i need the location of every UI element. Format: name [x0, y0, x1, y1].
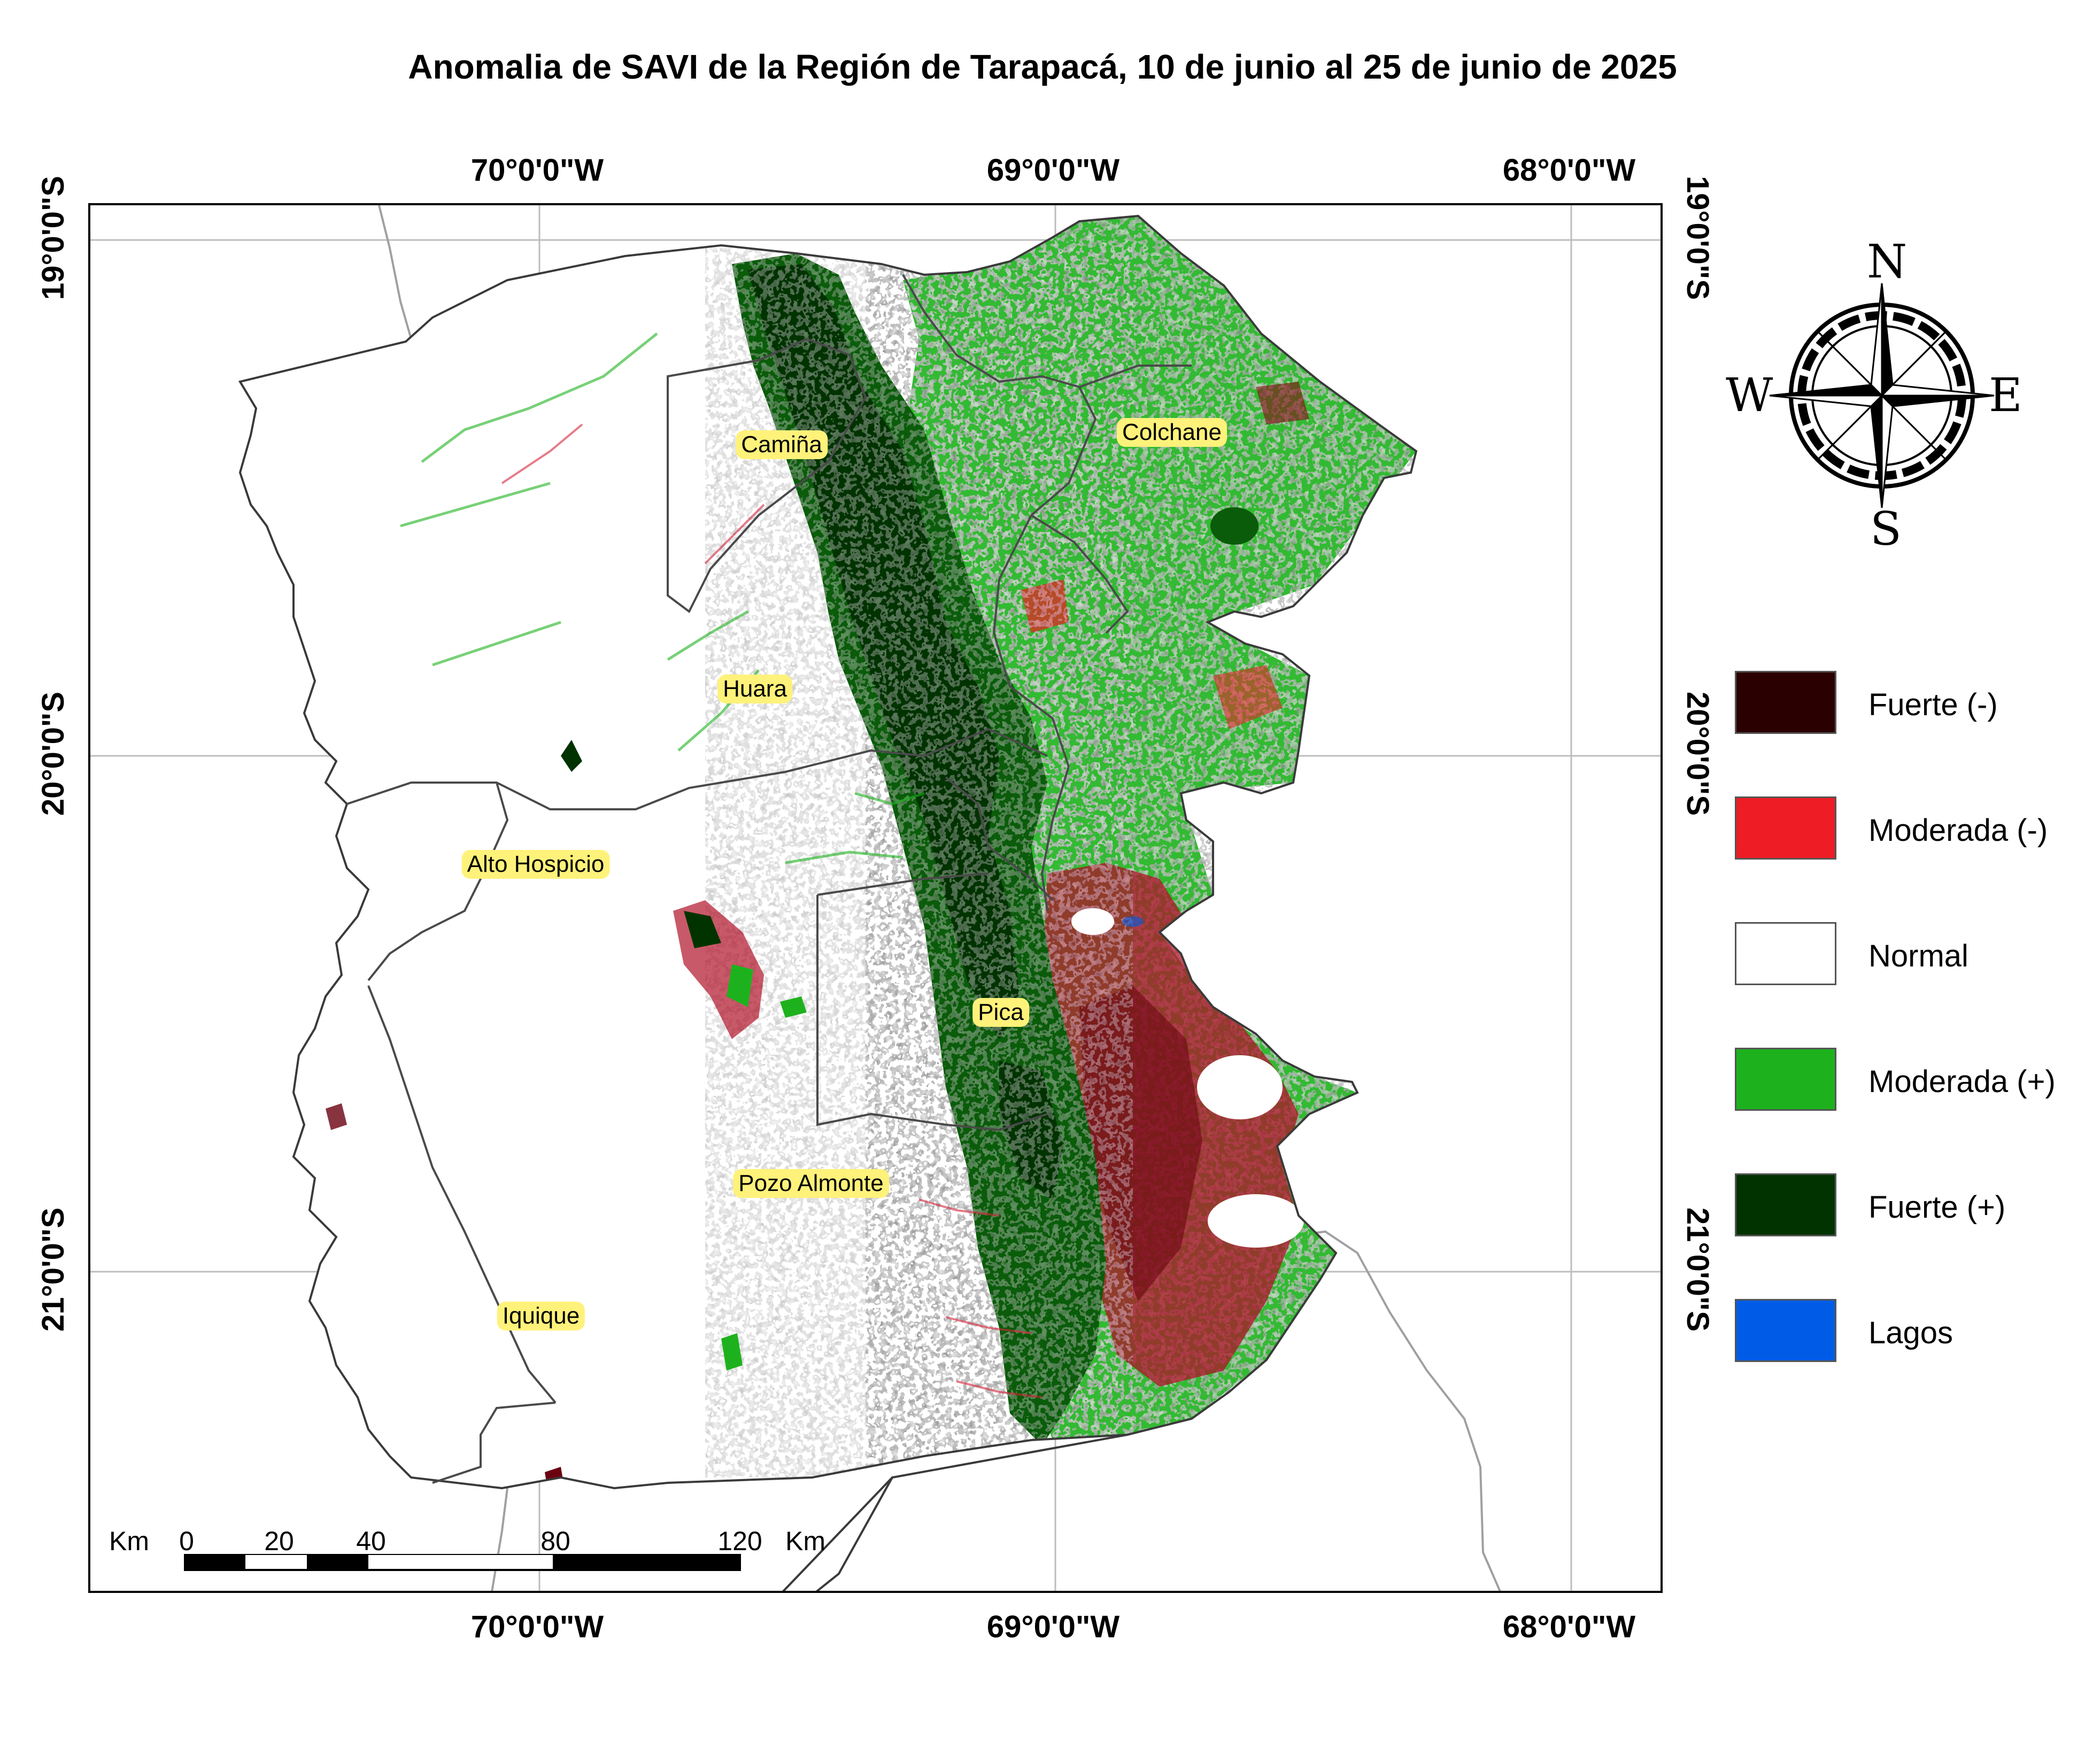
scale-tick-80: 80: [540, 1526, 570, 1556]
lon-label-bottom-69: 69°0'0"W: [986, 1610, 1120, 1644]
scale-tick-0: 0: [179, 1526, 194, 1556]
commune-boundaries: [346, 274, 1192, 1484]
place-label-camina: Camiña: [736, 430, 828, 459]
lat-label-left-20: 20°0'0"S: [36, 691, 71, 816]
lat-label-left-21: 21°0'0"S: [36, 1207, 71, 1332]
legend-item-moderada-neg: Moderada (-): [1735, 796, 2077, 861]
lat-label-right-19: 19°0'0"S: [1680, 175, 1715, 300]
lon-label-top-70: 70°0'0"W: [470, 153, 604, 188]
national-border-south: [491, 1488, 508, 1591]
legend-label: Lagos: [1868, 1316, 1953, 1350]
scale-unit-left: Km: [109, 1526, 149, 1556]
place-label-huara: Huara: [717, 675, 792, 703]
lat-label-left-19: 19°0'0"S: [36, 175, 71, 300]
scale-tick-20: 20: [264, 1526, 294, 1556]
legend-label: Fuerte (-): [1868, 687, 1998, 722]
legend-swatch: [1735, 1048, 1836, 1111]
compass-n: N: [1867, 235, 1908, 289]
map-canvas[interactable]: [90, 205, 1663, 1593]
legend-label: Fuerte (+): [1868, 1190, 2006, 1225]
lon-label-top-68: 68°0'0"W: [1502, 153, 1636, 188]
legend-item-fuerte-neg: Fuerte (-): [1735, 671, 2077, 735]
region-outline-south: [782, 1434, 1128, 1591]
compass-w: W: [1726, 369, 1773, 422]
lat-label-right-20: 20°0'0"S: [1680, 691, 1715, 816]
lon-label-bottom-70: 70°0'0"W: [470, 1610, 604, 1644]
compass-s: S: [1870, 502, 1902, 556]
legend-label: Moderada (-): [1868, 813, 2048, 848]
legend-label: Normal: [1868, 939, 1968, 973]
region-outline: [238, 214, 1418, 1490]
place-label-colchane: Colchane: [1117, 418, 1227, 447]
legend-item-fuerte-pos: Fuerte (+): [1735, 1173, 2077, 1237]
place-label-alto-hospicio: Alto Hospicio: [461, 850, 610, 879]
legend-item-normal: Normal: [1735, 922, 2077, 986]
place-label-iquique: Iquique: [497, 1302, 585, 1330]
legend-swatch: [1735, 922, 1836, 985]
scale-bar: [184, 1554, 741, 1571]
scale-unit-right: Km: [785, 1526, 825, 1556]
legend-swatch: [1735, 671, 1836, 734]
legend-swatch: [1735, 1299, 1836, 1362]
place-label-pozo-almonte: Pozo Almonte: [733, 1169, 889, 1198]
lon-label-bottom-68: 68°0'0"W: [1502, 1610, 1636, 1644]
lat-label-right-21: 21°0'0"S: [1680, 1207, 1715, 1332]
scale-tick-40: 40: [356, 1526, 386, 1556]
legend-label: Moderada (+): [1868, 1064, 2056, 1099]
lon-label-top-69: 69°0'0"W: [986, 153, 1120, 188]
map-frame[interactable]: Camiña Colchane Huara Alto Hospicio Pica…: [88, 203, 1663, 1593]
scale-tick-120: 120: [717, 1526, 762, 1556]
legend-item-moderada-pos: Moderada (+): [1735, 1048, 2077, 1112]
north-arrow: N S E W: [1721, 235, 2042, 556]
compass-e: E: [1989, 369, 2022, 422]
legend-item-lagos: Lagos: [1735, 1299, 2077, 1363]
place-label-pica: Pica: [972, 998, 1029, 1027]
legend-swatch: [1735, 1173, 1836, 1236]
map-title: Anomalia de SAVI de la Región de Tarapac…: [408, 48, 1677, 86]
compass-rose-icon: [1769, 283, 1995, 508]
legend-swatch: [1735, 796, 1836, 860]
